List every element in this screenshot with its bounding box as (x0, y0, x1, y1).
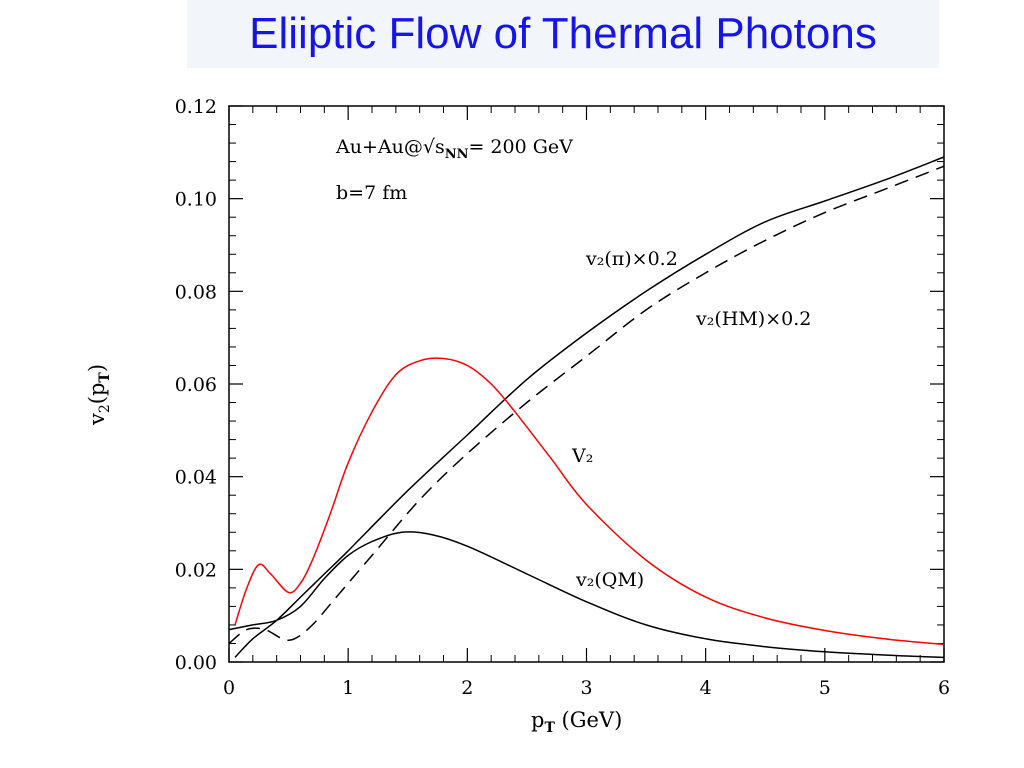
x-tick-label: 5 (819, 677, 831, 699)
x-tick-label: 0 (223, 677, 235, 699)
series-v2-hadronic-matter-line (228, 165, 945, 645)
y-axis-label: v2(pT) (85, 364, 113, 426)
series-v2-pion-line (234, 156, 945, 658)
x-tick-label: 3 (580, 677, 592, 699)
series-v2-total-line (234, 357, 945, 646)
label-v2-total: V₂ (571, 445, 593, 467)
axis-ticks (228, 105, 945, 663)
y-tick-label: 0.12 (175, 96, 217, 118)
axis-tick-labels: 0 1 2 3 4 5 6 0.00 0.02 0.04 0.06 0.08 0.10 0.12 (175, 96, 950, 699)
y-tick-label: 0.00 (175, 652, 217, 674)
x-tick-label: 2 (461, 677, 473, 699)
y-tick-label: 0.08 (175, 281, 217, 303)
label-v2-pion: v₂(π)×0.2 (585, 248, 678, 270)
y-tick-label: 0.06 (175, 374, 217, 396)
title-banner: Eliiptic Flow of Thermal Photons (187, 0, 939, 68)
x-axis-label: pT (GeV) (531, 708, 622, 736)
y-tick-label: 0.02 (175, 559, 217, 581)
y-tick-label: 0.04 (175, 467, 217, 489)
x-tick-label: 6 (938, 677, 950, 699)
annotation-system: Au+Au@√sNN= 200 GeV (335, 136, 573, 162)
x-tick-label: 1 (342, 677, 354, 699)
data-series (228, 156, 945, 659)
label-v2-hadronic-matter: v₂(HM)×0.2 (695, 308, 811, 330)
y-tick-label: 0.10 (175, 189, 217, 211)
label-v2-quark-matter: v₂(QM) (575, 569, 644, 591)
page-title: Eliiptic Flow of Thermal Photons (249, 9, 877, 58)
annotation-impact-parameter: b=7 fm (336, 182, 407, 204)
series-v2-quark-matter-line (228, 531, 945, 659)
x-tick-label: 4 (700, 677, 712, 699)
